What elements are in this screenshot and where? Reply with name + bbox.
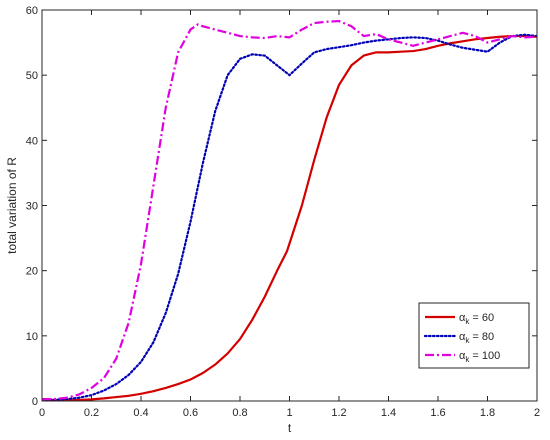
series-layer <box>42 19 537 401</box>
y-tick-label: 40 <box>26 135 38 147</box>
legend-subscript: k <box>465 336 470 345</box>
x-axis: 0 0.2 0.4 0.6 0.8 1 1.2 1.4 1.6 1.8 2 <box>39 10 540 419</box>
x-tick-label: 0.2 <box>84 407 99 419</box>
x-axis-label: t <box>288 421 292 435</box>
legend-subscript: k <box>465 317 470 326</box>
x-tick-label: 2 <box>534 407 540 419</box>
legend-symbol: α <box>459 350 466 362</box>
legend-value: = 100 <box>469 350 500 362</box>
y-tick-label: 10 <box>26 331 38 343</box>
y-tick-label: 50 <box>26 70 38 82</box>
y-tick-label: 0 <box>32 396 38 408</box>
x-tick-label: 1.8 <box>480 407 495 419</box>
legend-value: = 80 <box>469 331 494 343</box>
x-tick-label: 1 <box>286 407 292 419</box>
legend-symbol: α <box>459 312 466 324</box>
legend-label: αk = 60 <box>459 312 494 326</box>
legend-subscript: k <box>465 355 470 364</box>
x-tick-label: 1.6 <box>430 407 445 419</box>
y-tick-label: 20 <box>26 266 38 278</box>
x-tick-label: 1.2 <box>331 407 346 419</box>
y-tick-label: 30 <box>26 201 38 213</box>
legend-label: αk = 100 <box>459 350 500 364</box>
x-tick-label: 0 <box>39 407 45 419</box>
legend-symbol: α <box>459 331 466 343</box>
x-tick-label: 0.4 <box>133 407 148 419</box>
y-axis-label: total variation of R <box>5 157 19 254</box>
x-tick-label: 0.6 <box>183 407 198 419</box>
series-line-2 <box>42 33 537 401</box>
legend-item: αk = 100 <box>425 350 500 364</box>
y-tick-label: 60 <box>26 5 38 17</box>
legend-item: αk = 60 <box>425 312 494 326</box>
series-line-3 <box>42 19 537 401</box>
y-axis: 0 10 20 30 40 50 60 <box>26 5 537 408</box>
x-tick-label: 1.4 <box>381 407 396 419</box>
legend-item: αk = 80 <box>423 331 494 345</box>
series-line-1 <box>42 34 537 401</box>
x-tick-label: 0.8 <box>232 407 247 419</box>
legend-value: = 60 <box>469 312 494 324</box>
legend-label: αk = 80 <box>459 331 494 345</box>
